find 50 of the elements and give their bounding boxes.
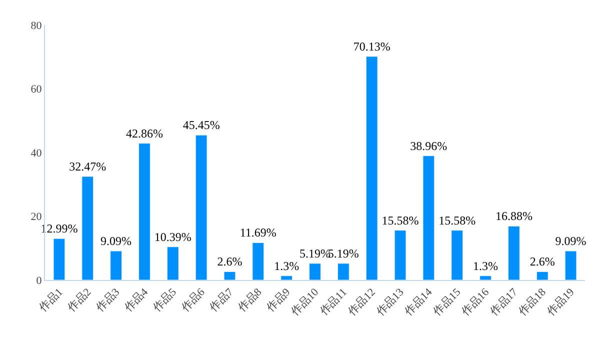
x-tick-label: 作品3 (93, 286, 122, 315)
x-tick-label: 作品1 (36, 286, 66, 315)
bar (422, 156, 435, 280)
data-label: 1.3% (473, 258, 498, 273)
x-tick-label: 作品5 (150, 286, 180, 315)
bar (82, 176, 94, 280)
y-tick-label: 0 (36, 274, 42, 287)
data-label: 32.47% (69, 160, 106, 174)
bar (366, 56, 378, 280)
data-label: 10.39% (154, 230, 192, 244)
bar (536, 271, 548, 280)
data-label: 45.45% (182, 118, 220, 132)
data-label: 16.88% (495, 209, 532, 224)
data-label: 5.19% (300, 246, 330, 260)
bar (110, 250, 122, 280)
bar (280, 276, 293, 280)
data-label: 11.69% (240, 226, 276, 240)
data-label: 1.3% (274, 258, 300, 273)
x-tick-label: 作品7 (207, 286, 236, 315)
bar (480, 276, 492, 280)
bar (451, 230, 464, 280)
bar (337, 263, 350, 280)
data-label: 42.86% (126, 126, 163, 140)
data-label: 70.13% (353, 39, 390, 54)
data-label: 38.96% (410, 138, 448, 153)
bar (138, 143, 150, 280)
y-tick-label: 20 (30, 211, 42, 224)
x-tick-label: 作品8 (236, 286, 265, 315)
data-label: 15.58% (438, 213, 476, 228)
x-tick-label: 作品6 (178, 286, 208, 315)
bar (195, 134, 208, 280)
bar (508, 226, 520, 280)
bar (166, 246, 179, 280)
bar (309, 263, 321, 280)
data-label: 2.6% (217, 254, 242, 269)
bar (252, 242, 264, 280)
y-tick-label: 80 (30, 20, 42, 32)
data-label: 2.6% (530, 254, 555, 269)
y-tick-label: 60 (30, 84, 42, 96)
data-label: 9.09% (555, 234, 586, 248)
bar (53, 238, 66, 280)
data-label: 9.09% (100, 234, 132, 248)
bar (564, 250, 577, 280)
x-tick-label: 作品4 (122, 286, 151, 315)
y-tick-label: 40 (30, 147, 42, 160)
data-label: 5.19% (328, 246, 359, 260)
bar (394, 230, 406, 280)
x-tick-label: 作品2 (65, 286, 94, 315)
data-label: 15.58% (382, 213, 419, 228)
bar (224, 271, 236, 280)
